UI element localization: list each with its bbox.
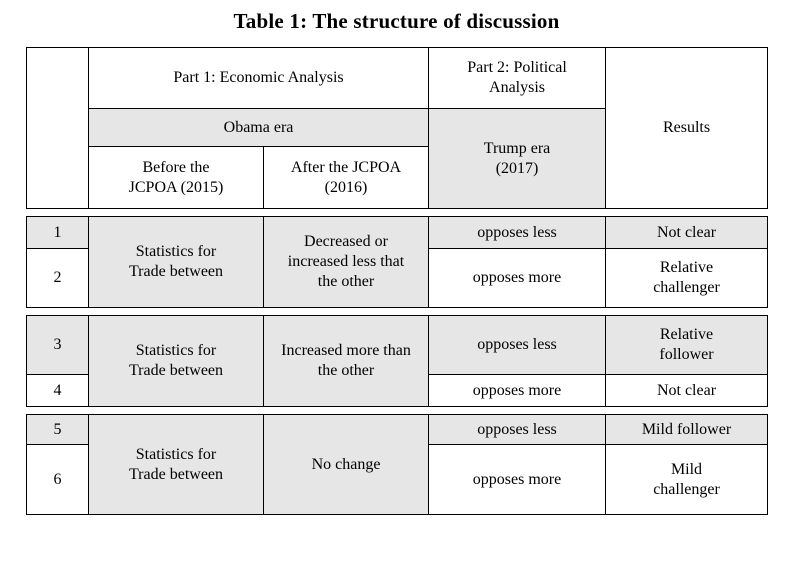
result-cell: Mild challenger (605, 444, 768, 515)
statistics-cell: Statistics for Trade between (88, 414, 264, 515)
table-row: 5 Statistics for Trade between No change… (26, 414, 768, 515)
result-cell: Mild follower (605, 414, 768, 445)
row-number: 3 (53, 336, 62, 353)
header-obama-cell: Obama era (87, 108, 430, 147)
result-cell: Relative follower (605, 315, 768, 375)
header-part1-label: Part 1: Economic Analysis (173, 69, 344, 86)
header-results-label: Results (662, 119, 711, 136)
opposition-label: opposes less (477, 336, 557, 353)
table-caption: Table 1: The structure of discussion (233, 9, 560, 33)
condition-cell: No change (263, 414, 429, 515)
opposition-cell: opposes more (428, 374, 606, 407)
row-number-cell: 1 (26, 216, 89, 249)
header-part2-cell: Part 2: Political Analysis (428, 47, 607, 109)
result-cell: Not clear (605, 374, 768, 407)
condition-cell: Increased more than the other (263, 315, 429, 407)
table-body-block-2: 3 Statistics for Trade between Increased… (26, 315, 768, 407)
opposition-cell: opposes less (428, 414, 606, 445)
row-number-cell: 6 (26, 444, 89, 515)
result-label: Relative challenger (653, 259, 720, 296)
opposition-cell: opposes less (428, 315, 606, 375)
table-row: 4 opposes more Not clear (26, 374, 768, 407)
row-number: 6 (53, 470, 62, 488)
opposition-cell: opposes less (428, 216, 606, 249)
table-row: 3 Statistics for Trade between Increased… (26, 315, 768, 407)
opposition-label: opposes less (477, 223, 557, 241)
header-before-jcpoa-label: Before the JCPOA (2015) (128, 158, 224, 196)
statistics-label: Statistics for Trade between (128, 445, 224, 483)
row-number: 1 (53, 223, 62, 241)
statistics-label: Statistics for Trade between (128, 243, 224, 280)
table-row: 2 opposes more Relative challenger (26, 248, 768, 308)
table-header-block: Part 1: Economic Analysis Part 2: Politi… (26, 47, 769, 209)
header-obama-label: Obama era (223, 118, 294, 136)
opposition-cell: opposes more (428, 248, 606, 308)
table-row: 6 opposes more Mild challenger (26, 444, 768, 515)
condition-label: No change (311, 455, 381, 473)
table-body-block-1: 1 Statistics for Trade between Decreased… (26, 216, 768, 308)
opposition-label: opposes less (477, 420, 557, 438)
header-trump-cell: Trump era (2017) (428, 108, 607, 209)
condition-label: Increased more than the other (281, 342, 411, 379)
opposition-label: opposes more (472, 269, 562, 286)
result-label: Not clear (656, 381, 717, 399)
discussion-structure-table: Part 1: Economic Analysis Part 2: Politi… (26, 47, 769, 515)
result-label: Not clear (656, 223, 717, 241)
result-cell: Relative challenger (605, 248, 768, 308)
row-number-cell: 2 (26, 248, 89, 308)
opposition-label: opposes more (472, 381, 562, 399)
opposition-label: opposes more (472, 470, 562, 488)
row-number: 2 (53, 269, 62, 286)
result-label: Mild challenger (653, 460, 720, 498)
row-number: 5 (53, 420, 62, 438)
result-cell: Not clear (605, 216, 768, 249)
header-results-cell: Results (605, 47, 769, 209)
opposition-cell: opposes more (428, 444, 606, 515)
statistics-cell: Statistics for Trade between (88, 216, 264, 308)
header-after-jcpoa-cell: After the JCPOA (2016) (262, 146, 430, 209)
condition-label: Decreased or increased less that the oth… (287, 233, 405, 290)
condition-cell: Decreased or increased less that the oth… (263, 216, 429, 308)
document-page: Table 1: The structure of discussion Par… (0, 9, 793, 515)
table-body-block-3: 5 Statistics for Trade between No change… (26, 414, 768, 515)
header-trump-label: Trump era (2017) (483, 139, 551, 177)
statistics-cell: Statistics for Trade between (88, 315, 264, 407)
row-number-cell: 5 (26, 414, 89, 445)
header-part1-cell: Part 1: Economic Analysis (87, 47, 430, 109)
result-label: Relative follower (659, 326, 714, 363)
row-number-cell: 4 (26, 374, 89, 407)
header-part2-label: Part 2: Political Analysis (467, 59, 567, 96)
result-label: Mild follower (641, 420, 732, 438)
row-number: 4 (53, 381, 62, 399)
row-number-cell: 3 (26, 315, 89, 375)
statistics-label: Statistics for Trade between (128, 342, 224, 379)
corner-empty-cell (26, 47, 89, 209)
table-row: 1 Statistics for Trade between Decreased… (26, 216, 768, 308)
header-before-jcpoa-cell: Before the JCPOA (2015) (88, 146, 264, 209)
header-after-jcpoa-label: After the JCPOA (2016) (290, 158, 402, 196)
